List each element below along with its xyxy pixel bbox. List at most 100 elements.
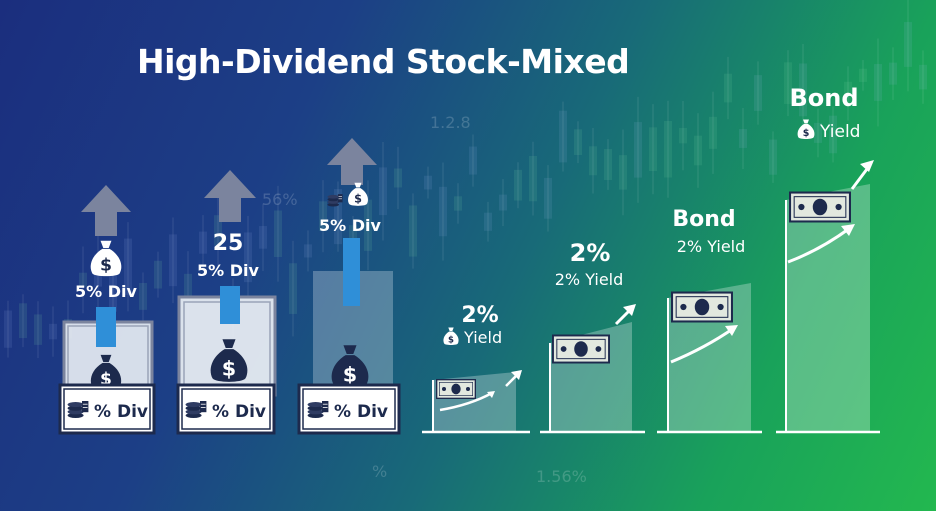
stock-panel-1: 5% Div % Div	[58, 185, 156, 435]
yield-label: 2% Yield	[677, 237, 746, 256]
candle-body	[739, 129, 747, 148]
candle-body	[694, 135, 702, 166]
candle-body	[109, 274, 117, 312]
plaque-label: % Div	[94, 402, 148, 422]
candle-body	[274, 210, 282, 257]
top-value-label: 25	[213, 231, 244, 256]
ghost-text: 56%	[262, 190, 298, 209]
money-bag-icon	[90, 240, 122, 277]
candle-body	[304, 244, 312, 258]
candle-body	[169, 234, 177, 287]
bond-heading: Bond	[672, 207, 735, 232]
candle-body	[364, 199, 372, 251]
banknote-icon	[789, 191, 851, 223]
candle-body	[139, 283, 147, 310]
plaque-label: % Div	[334, 402, 388, 422]
yield-label: Yield	[463, 328, 502, 347]
candle-body	[484, 212, 492, 231]
candle-body	[334, 189, 342, 245]
candle-body	[529, 156, 537, 202]
stock-panel-3: 5% Div % Div	[297, 138, 401, 435]
ghost-text: 1.56%	[536, 467, 587, 486]
dividend-plaque	[176, 383, 276, 435]
bond-heading: Bond	[789, 84, 858, 112]
page-title: High-Dividend Stock-Mixed	[137, 42, 630, 81]
candle-body	[319, 201, 327, 232]
candle-body	[634, 122, 642, 178]
candle-body	[829, 115, 837, 154]
up-arrow-icon	[81, 185, 131, 236]
candle-body	[289, 263, 297, 314]
dividend-bar	[220, 286, 240, 324]
candle-body	[589, 146, 597, 176]
bond-heading: 2%	[461, 303, 498, 328]
candle-body	[814, 122, 822, 143]
candle-body	[439, 186, 447, 237]
yield-label: 2% Yield	[555, 270, 624, 289]
growth-arrow-icon	[439, 391, 493, 412]
candle-body	[199, 231, 207, 254]
ghost-text: 1.2.8	[430, 113, 471, 132]
money-bag-icon	[348, 182, 368, 206]
candle-body	[859, 68, 867, 82]
candle-body	[904, 22, 912, 67]
candle-body	[244, 232, 252, 283]
candle-body	[514, 169, 522, 201]
dividend-label: 5% Div	[75, 282, 138, 301]
candle-body	[214, 215, 222, 246]
candle-body	[874, 64, 882, 101]
candle-body	[754, 75, 762, 111]
candle-body	[724, 73, 732, 103]
bond-heading: 2%	[570, 239, 611, 267]
ghost-text: %	[372, 462, 388, 481]
candle-body	[574, 129, 582, 156]
candle-body	[79, 272, 87, 287]
up-arrow-icon	[327, 138, 377, 185]
dividend-label: 5% Div	[197, 261, 260, 280]
candle-body	[49, 323, 57, 340]
yield-label: Yield	[819, 122, 860, 142]
coins-icon	[327, 193, 343, 207]
bond-panel-1: 2% Yield	[422, 303, 530, 434]
plaque-label: % Div	[212, 402, 266, 422]
candle-body	[124, 238, 132, 295]
candle-body	[619, 155, 627, 190]
candle-body	[19, 303, 27, 339]
dividend-bar	[343, 238, 360, 306]
candle-body	[679, 127, 687, 144]
candle-body	[499, 194, 507, 211]
banknote-icon	[436, 378, 476, 400]
growth-arrow-icon	[670, 326, 735, 364]
up-arrow-icon	[204, 170, 256, 222]
candle-body	[784, 62, 792, 104]
candle-body	[709, 116, 717, 149]
candle-body	[259, 226, 267, 249]
candle-body	[34, 314, 42, 345]
dividend-bar	[96, 307, 116, 347]
candle-body	[889, 62, 897, 85]
bond-panel-3: Bond 2% Yield	[657, 207, 762, 434]
bond-column	[786, 184, 870, 432]
candle-body	[469, 146, 477, 175]
candle-body	[919, 64, 927, 90]
banknote-icon	[552, 334, 610, 364]
growth-arrow-icon	[787, 226, 851, 264]
candle-body	[844, 81, 852, 106]
candle-body	[394, 168, 402, 188]
candle-body	[4, 310, 12, 348]
candle-body	[184, 273, 192, 304]
candle-body	[559, 110, 567, 163]
candle-body	[154, 260, 162, 289]
dividend-label: 5% Div	[319, 216, 382, 235]
candle-body	[424, 175, 432, 190]
candle-body	[409, 205, 417, 257]
candle-body	[769, 139, 777, 175]
candle-body	[649, 127, 657, 171]
candle-body	[799, 63, 807, 117]
candle-body	[604, 149, 612, 181]
bond-panel-2: 2% 2% Yield	[540, 239, 645, 434]
